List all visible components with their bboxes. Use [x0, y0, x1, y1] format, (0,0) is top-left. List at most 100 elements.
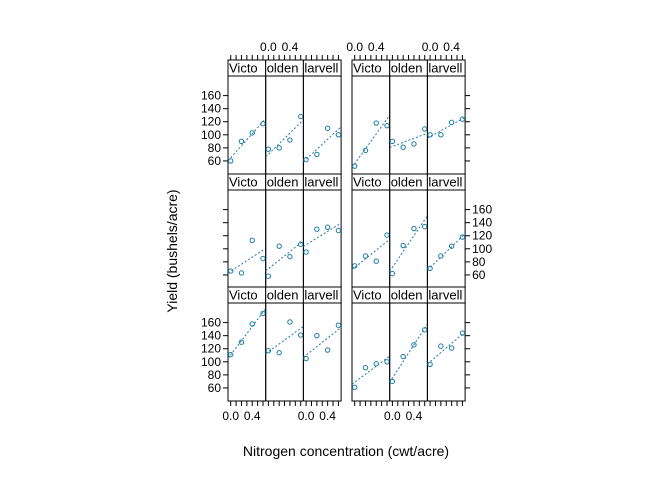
strip-label: Victo	[229, 288, 258, 303]
data-point	[373, 120, 379, 126]
data-point	[422, 126, 428, 132]
strip-label: larvell	[304, 288, 338, 303]
data-point	[227, 268, 234, 274]
data-point	[227, 351, 234, 358]
data-point	[249, 321, 255, 327]
data-point	[389, 378, 396, 385]
panel: olden 0.0 0.4	[384, 286, 428, 423]
data-point	[314, 151, 320, 158]
data-point	[298, 332, 304, 338]
strip-label: Victo	[229, 61, 258, 76]
fit-line	[351, 114, 391, 168]
x-tick-label: 0.0	[384, 409, 401, 423]
data-point	[459, 116, 466, 122]
x-tick-label: 0.0	[298, 409, 315, 423]
data-point	[362, 364, 369, 371]
data-point	[287, 137, 293, 143]
data-point	[427, 132, 433, 138]
y-axis-title: Yield (bushels/acre)	[164, 189, 180, 312]
data-point	[335, 322, 342, 328]
data-point	[276, 349, 282, 356]
y-tick-label: 60	[208, 381, 222, 395]
panel-frame	[227, 189, 267, 289]
data-point	[265, 347, 272, 354]
y-tick-label: 100	[201, 128, 221, 142]
data-point	[276, 243, 282, 249]
data-point	[448, 345, 455, 351]
data-point	[324, 347, 331, 353]
data-point	[314, 226, 320, 232]
y-tick-label: 140	[472, 216, 492, 230]
data-point	[249, 237, 255, 244]
y-tick-label: 140	[201, 329, 221, 343]
x-tick-label: 0.0	[346, 40, 363, 54]
fit-line	[389, 132, 428, 148]
data-point	[448, 119, 455, 126]
panel-frame	[389, 189, 428, 289]
panel-frame	[389, 75, 428, 175]
data-point	[303, 355, 309, 362]
fit-line	[427, 116, 466, 139]
strip-label: larvell	[428, 175, 462, 190]
data-point	[265, 146, 272, 152]
strip-label: larvell	[428, 288, 462, 303]
y-tick-label: 160	[201, 316, 221, 330]
data-point	[249, 130, 255, 136]
y-tick-label: 120	[472, 229, 492, 243]
data-point	[411, 141, 417, 147]
data-point	[238, 339, 245, 345]
data-point	[238, 270, 245, 276]
data-point	[448, 243, 455, 249]
data-point	[335, 227, 342, 234]
data-point	[351, 163, 358, 169]
y-tick-label: 120	[201, 342, 221, 356]
data-point	[459, 330, 466, 336]
x-tick-label: 0.4	[406, 409, 423, 423]
panel: larvell 0.0 0.4	[298, 286, 342, 423]
data-point	[459, 234, 466, 240]
panel-frame	[265, 302, 304, 402]
data-point	[303, 249, 309, 255]
strip-label: olden	[267, 175, 299, 190]
panel: larvell	[302, 55, 342, 175]
data-point	[362, 147, 369, 154]
fit-line	[227, 308, 267, 359]
panel: larvell 0.0 0.4	[422, 40, 471, 175]
x-tick-label: 0.0	[422, 40, 439, 54]
data-point	[438, 253, 444, 259]
panel-frame	[426, 302, 466, 402]
panel: larvell	[426, 286, 471, 406]
strip-label: olden	[267, 288, 299, 303]
panel: olden	[389, 55, 428, 175]
data-point	[324, 125, 331, 131]
data-point	[427, 361, 433, 368]
data-point	[400, 242, 406, 249]
y-tick-label: 100	[201, 355, 221, 369]
strip-label: olden	[391, 288, 423, 303]
panel-frame	[351, 189, 391, 289]
fit-line	[303, 222, 342, 247]
panel-frame	[426, 75, 466, 175]
panel: larvell	[302, 173, 342, 289]
panel-frame	[302, 189, 342, 289]
data-point	[362, 253, 369, 259]
x-tick-label: 0.4	[244, 409, 261, 423]
fit-line	[389, 323, 428, 383]
x-tick-label: 0.0	[260, 40, 277, 54]
data-point	[265, 273, 272, 279]
fit-line	[427, 331, 466, 365]
y-tick-label: 160	[472, 203, 492, 217]
data-point	[384, 359, 390, 365]
data-point	[287, 253, 293, 260]
panel-frame	[227, 302, 267, 402]
data-point	[260, 310, 266, 317]
data-point	[373, 361, 379, 367]
x-tick-label: 0.0	[222, 409, 239, 423]
data-point	[389, 270, 396, 277]
data-point	[438, 343, 444, 349]
